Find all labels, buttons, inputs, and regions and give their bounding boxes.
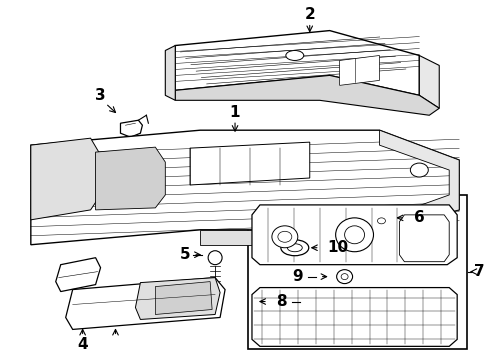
Ellipse shape bbox=[341, 274, 347, 280]
Polygon shape bbox=[200, 230, 379, 245]
Ellipse shape bbox=[271, 226, 297, 248]
Polygon shape bbox=[339, 55, 379, 85]
Text: 2: 2 bbox=[304, 7, 314, 22]
Ellipse shape bbox=[280, 240, 308, 256]
Text: 10: 10 bbox=[326, 240, 347, 255]
Ellipse shape bbox=[409, 163, 427, 177]
Ellipse shape bbox=[377, 218, 385, 224]
Ellipse shape bbox=[336, 270, 352, 284]
Polygon shape bbox=[165, 45, 175, 100]
Text: 4: 4 bbox=[77, 337, 88, 352]
Ellipse shape bbox=[287, 244, 302, 252]
Polygon shape bbox=[251, 288, 456, 346]
Text: 6: 6 bbox=[413, 210, 424, 225]
Polygon shape bbox=[419, 55, 438, 108]
Polygon shape bbox=[31, 138, 101, 220]
Polygon shape bbox=[175, 75, 438, 115]
Text: 5: 5 bbox=[180, 247, 190, 262]
Polygon shape bbox=[369, 210, 393, 233]
Polygon shape bbox=[399, 215, 448, 262]
Polygon shape bbox=[190, 142, 309, 185]
Polygon shape bbox=[120, 120, 142, 137]
Polygon shape bbox=[135, 278, 220, 319]
Polygon shape bbox=[155, 282, 212, 315]
Polygon shape bbox=[31, 130, 458, 245]
Text: 9: 9 bbox=[292, 269, 303, 284]
Text: 3: 3 bbox=[95, 88, 106, 103]
Polygon shape bbox=[379, 130, 458, 230]
Ellipse shape bbox=[344, 226, 364, 244]
Ellipse shape bbox=[285, 50, 303, 60]
Bar bbox=[247, 195, 466, 349]
Text: 8: 8 bbox=[276, 294, 286, 309]
Ellipse shape bbox=[277, 231, 291, 242]
Polygon shape bbox=[65, 278, 224, 329]
Polygon shape bbox=[95, 147, 165, 210]
Text: 7: 7 bbox=[473, 264, 484, 279]
Polygon shape bbox=[175, 31, 419, 95]
Text: 1: 1 bbox=[229, 105, 240, 120]
Ellipse shape bbox=[335, 218, 373, 252]
Ellipse shape bbox=[208, 251, 222, 265]
Polygon shape bbox=[56, 258, 101, 292]
Polygon shape bbox=[251, 205, 456, 265]
